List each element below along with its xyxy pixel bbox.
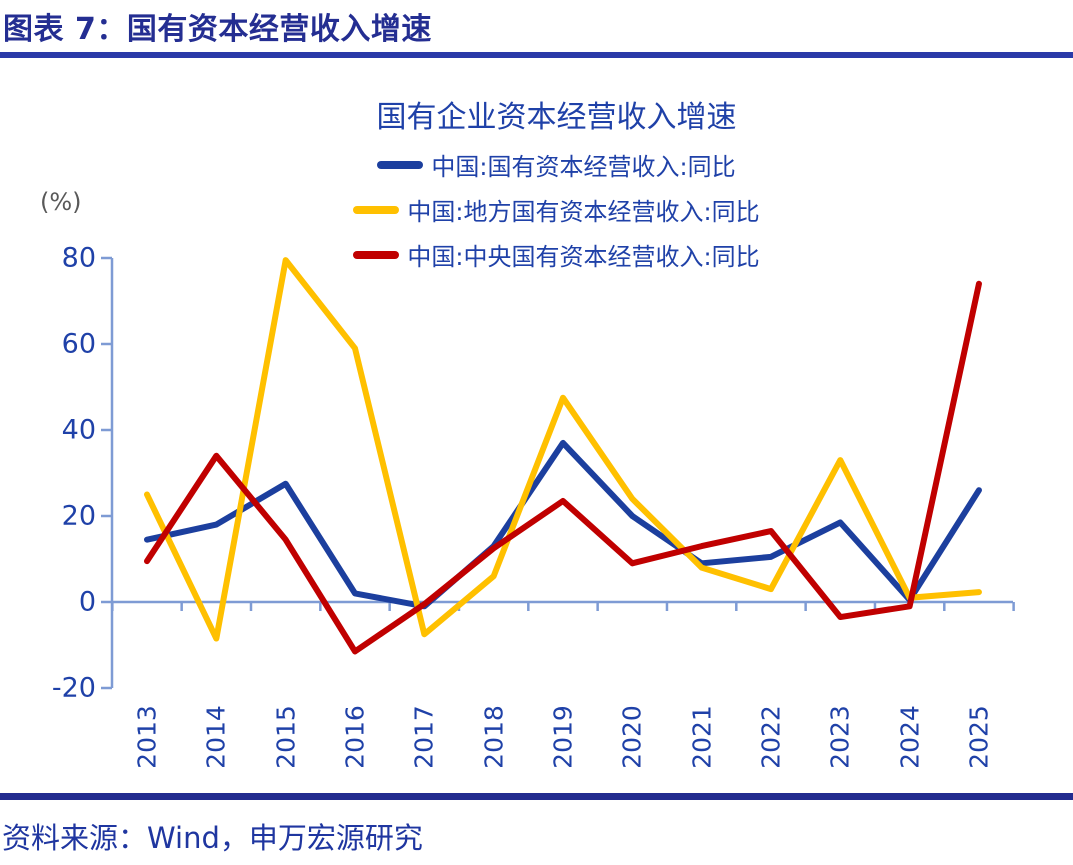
y-tick-label: 40	[61, 414, 96, 446]
x-tick-label: 2019	[548, 705, 578, 769]
legend-item-0: 中国:国有资本经营收入:同比	[377, 142, 736, 187]
x-tick-label: 2024	[895, 705, 925, 769]
x-tick-label: 2025	[964, 705, 994, 769]
footer-rule	[0, 793, 1073, 800]
x-tick-label: 2020	[617, 705, 647, 769]
chart: 国有企业资本经营收入增速 中国:国有资本经营收入:同比 中国:地方国有资本经营收入…	[0, 60, 1073, 790]
legend-swatch-icon	[353, 205, 400, 214]
chart-title: 国有企业资本经营收入增速	[376, 100, 737, 135]
y-axis-unit-label: (%)	[40, 188, 82, 216]
legend-swatch-icon	[377, 160, 424, 169]
legend-item-1: 中国:地方国有资本经营收入:同比	[353, 187, 760, 232]
y-tick-label: 20	[61, 500, 96, 532]
x-tick-label: 2016	[340, 705, 370, 769]
x-tick-label: 2014	[201, 705, 231, 769]
legend-label: 中国:国有资本经营收入:同比	[431, 153, 736, 181]
series-line-0	[144, 439, 982, 610]
series-line-1	[144, 257, 982, 642]
y-tick-label: -20	[51, 672, 96, 704]
y-tick-label: 60	[61, 328, 96, 360]
x-tick-label: 2018	[479, 705, 509, 769]
x-tick-label: 2022	[756, 705, 786, 769]
x-tick-label: 2017	[409, 705, 439, 769]
legend-label: 中国:地方国有资本经营收入:同比	[407, 198, 760, 226]
legend: 中国:国有资本经营收入:同比 中国:地方国有资本经营收入:同比 中国:中央国有资本经…	[100, 142, 1013, 277]
header-rule	[0, 52, 1073, 58]
legend-label: 中国:中央国有资本经营收入:同比	[407, 243, 760, 271]
figure-title: 图表 7：国有资本经营收入增速	[3, 12, 432, 47]
x-tick-label: 2021	[687, 705, 717, 769]
series-line-2	[144, 280, 982, 655]
y-tick-label: 0	[78, 586, 96, 618]
x-tick-label: 2013	[132, 705, 162, 769]
x-tick-label: 2015	[271, 705, 301, 769]
legend-swatch-icon	[353, 250, 400, 259]
source-attribution: 资料来源：Wind，申万宏源研究	[2, 821, 423, 855]
legend-item-2: 中国:中央国有资本经营收入:同比	[353, 232, 760, 277]
x-tick-label: 2023	[825, 705, 855, 769]
y-tick-label: 80	[61, 242, 96, 274]
